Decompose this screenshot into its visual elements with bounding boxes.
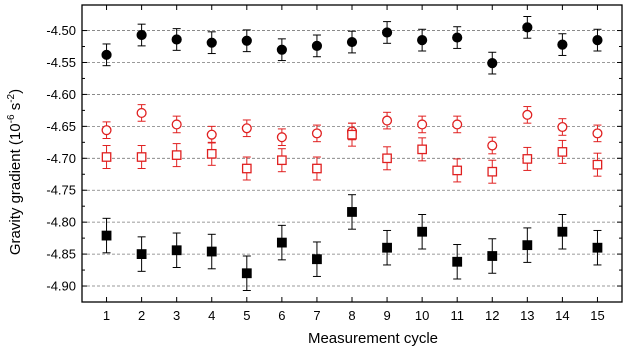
- data-point: [592, 242, 603, 253]
- data-point: [522, 240, 533, 251]
- data-point: [206, 148, 217, 159]
- y-axis-title-mid: s: [7, 103, 24, 115]
- data-point: [241, 35, 252, 46]
- x-tick-label: 1: [103, 308, 110, 323]
- data-series: [101, 15, 603, 292]
- data-point: [347, 207, 357, 217]
- y-tick-label: -4.55: [46, 55, 76, 70]
- y-tick-label: -4.80: [46, 215, 76, 230]
- data-point: [101, 230, 112, 241]
- y-axis-title-end: ): [7, 89, 24, 94]
- data-point: [312, 163, 322, 174]
- x-tick-label: 12: [485, 308, 499, 323]
- series-4: [101, 194, 603, 292]
- data-point: [592, 128, 603, 139]
- data-point: [487, 251, 498, 261]
- data-point: [206, 246, 217, 257]
- data-point: [101, 49, 112, 60]
- data-point: [241, 268, 252, 279]
- x-tick-label: 13: [520, 308, 534, 323]
- x-tick-label: 6: [278, 308, 285, 323]
- x-tick-label: 7: [313, 308, 320, 323]
- grid-lines: [82, 30, 622, 287]
- y-axis-title-exp2: -2: [6, 93, 17, 102]
- data-point: [417, 144, 427, 155]
- x-tick-label: 10: [415, 308, 429, 323]
- x-axis-title: Measurement cycle: [308, 330, 438, 347]
- data-point: [452, 256, 463, 267]
- data-point: [136, 152, 147, 162]
- data-point: [136, 249, 147, 259]
- data-point: [241, 163, 252, 174]
- series-2: [101, 104, 603, 155]
- tick-labels: -4.50 -4.55 -4.60 -4.65 -4.70 -4.75 -4.80 -4.85…: [46, 23, 604, 323]
- y-tick-label: -4.50: [46, 23, 76, 38]
- data-point: [417, 35, 428, 46]
- series-1: [101, 15, 603, 75]
- data-point: [522, 109, 533, 120]
- data-point: [452, 165, 463, 176]
- y-tick-label: -4.75: [46, 183, 76, 198]
- series-3: [101, 122, 603, 184]
- data-point: [382, 153, 392, 164]
- plot-frame: [81, 4, 623, 303]
- data-point: [487, 166, 498, 177]
- data-point: [206, 37, 217, 48]
- data-point: [417, 119, 428, 130]
- y-axis-title-exp1: -6: [6, 114, 17, 123]
- data-point: [312, 254, 322, 265]
- x-tick-label: 15: [590, 308, 604, 323]
- data-point: [382, 242, 392, 253]
- data-point: [522, 22, 533, 33]
- y-tick-label: -4.65: [46, 119, 76, 134]
- x-tick-label: 8: [348, 308, 355, 323]
- data-point: [346, 36, 358, 48]
- y-tick-label: -4.60: [46, 87, 76, 102]
- data-point: [241, 123, 252, 134]
- data-point: [557, 147, 568, 157]
- data-point: [276, 44, 287, 55]
- data-point: [101, 152, 112, 162]
- y-axis-title-main: Gravity gradient (10: [7, 123, 24, 255]
- y-axis-title: Gravity gradient (10-6 s-2): [6, 89, 24, 255]
- data-point: [136, 29, 147, 41]
- data-point: [557, 39, 568, 50]
- data-point: [487, 58, 498, 69]
- x-tick-label: 9: [383, 308, 390, 323]
- x-tick-label: 2: [138, 308, 145, 323]
- data-point: [522, 154, 533, 164]
- data-point: [136, 107, 147, 118]
- data-point: [101, 125, 112, 136]
- x-tick-label: 3: [173, 308, 180, 323]
- data-point: [382, 115, 393, 126]
- data-point: [171, 150, 182, 160]
- data-point: [487, 140, 498, 151]
- data-point: [557, 121, 568, 133]
- data-point: [592, 35, 603, 46]
- data-point: [381, 27, 393, 38]
- data-point: [276, 237, 287, 248]
- x-tick-label: 14: [555, 308, 569, 323]
- data-point: [417, 226, 428, 237]
- data-point: [452, 32, 463, 43]
- data-point: [311, 40, 323, 51]
- x-tick-label: 4: [208, 308, 215, 323]
- data-point: [206, 129, 217, 140]
- data-point: [452, 119, 463, 130]
- y-tick-label: -4.90: [46, 279, 76, 294]
- data-point: [277, 155, 287, 166]
- data-point: [311, 128, 322, 139]
- data-point: [171, 119, 182, 130]
- data-point: [171, 34, 182, 45]
- y-tick-label: -4.70: [46, 151, 76, 166]
- x-tick-label: 5: [243, 308, 250, 323]
- data-point: [276, 132, 287, 143]
- y-tick-label: -4.85: [46, 247, 76, 262]
- data-point: [171, 245, 182, 256]
- data-point: [557, 226, 568, 237]
- x-tick-label: 11: [450, 308, 464, 323]
- data-point: [592, 159, 603, 170]
- data-point: [347, 129, 357, 140]
